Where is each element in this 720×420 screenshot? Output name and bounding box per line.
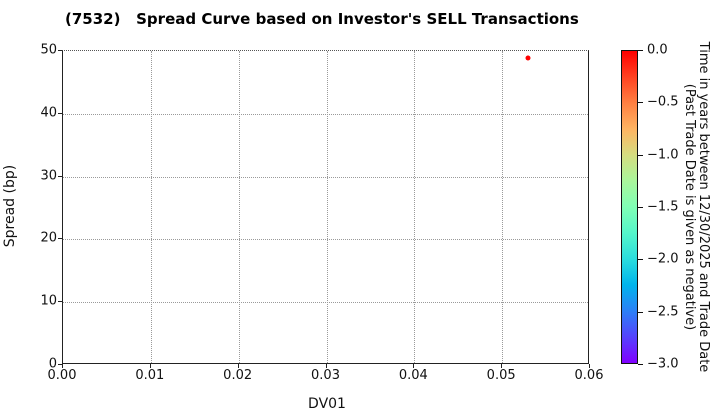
x-tick-label: 0.06 — [574, 368, 604, 383]
colorbar-tick-mark — [638, 259, 643, 261]
y-tick-label: 0 — [48, 356, 57, 372]
x-gridline — [326, 51, 328, 363]
x-tick-label: 0.04 — [398, 368, 428, 383]
colorbar-tick-mark — [638, 311, 643, 313]
x-tick-mark — [325, 364, 327, 368]
colorbar-tick-label: −2.5 — [647, 304, 679, 320]
x-tick-label: 0.00 — [47, 368, 77, 383]
colorbar-tick-mark — [638, 207, 643, 208]
y-gridline — [63, 239, 588, 241]
x-gridline — [502, 51, 504, 363]
chart-title: (7532) Spread Curve based on Investor's … — [65, 10, 579, 28]
y-tick-label: 40 — [40, 105, 57, 121]
y-gridline — [63, 176, 588, 178]
plot-area — [62, 50, 589, 364]
colorbar-tick-label: −1.5 — [647, 199, 679, 215]
colorbar-label: Time in years between 12/30/2025 and Tra… — [682, 41, 711, 373]
colorbar-tick-mark — [638, 50, 643, 51]
y-tick-mark — [58, 175, 62, 177]
x-tick-mark — [501, 364, 503, 368]
y-tick-mark — [58, 301, 62, 303]
colorbar — [621, 50, 638, 364]
colorbar-tick-label: −0.5 — [647, 94, 679, 110]
colorbar-tick-mark — [638, 364, 643, 365]
y-tick-mark — [58, 364, 62, 365]
x-tick-mark — [62, 364, 63, 368]
y-tick-mark — [58, 50, 62, 51]
x-tick-mark — [413, 364, 415, 368]
x-tick-mark — [237, 364, 239, 368]
x-gridline — [238, 51, 240, 363]
y-tick-label: 20 — [40, 230, 57, 246]
y-tick-label: 30 — [40, 168, 57, 184]
y-gridline — [63, 113, 588, 115]
y-tick-mark — [58, 238, 62, 240]
x-gridline — [150, 51, 152, 363]
colorbar-tick-label: −2.0 — [647, 251, 679, 267]
y-tick-mark — [58, 112, 62, 114]
data-point — [525, 55, 531, 61]
y-axis-label: Spread (bp) — [2, 164, 18, 248]
colorbar-tick-label: 0.0 — [647, 42, 668, 58]
colorbar-tick-label: −1.0 — [647, 147, 679, 163]
x-tick-label: 0.01 — [135, 368, 165, 383]
x-tick-mark — [149, 364, 151, 368]
colorbar-tick-label: −3.0 — [647, 356, 679, 372]
y-tick-label: 50 — [40, 42, 57, 58]
colorbar-tick-mark — [638, 102, 643, 104]
x-tick-label: 0.05 — [486, 368, 516, 383]
y-gridline — [63, 302, 588, 304]
x-tick-label: 0.02 — [223, 368, 253, 383]
x-axis-label: DV01 — [308, 396, 346, 412]
x-tick-label: 0.03 — [311, 368, 340, 383]
colorbar-tick-mark — [638, 154, 643, 156]
x-gridline — [414, 51, 416, 363]
x-tick-mark — [589, 364, 590, 368]
y-tick-label: 10 — [40, 293, 57, 309]
